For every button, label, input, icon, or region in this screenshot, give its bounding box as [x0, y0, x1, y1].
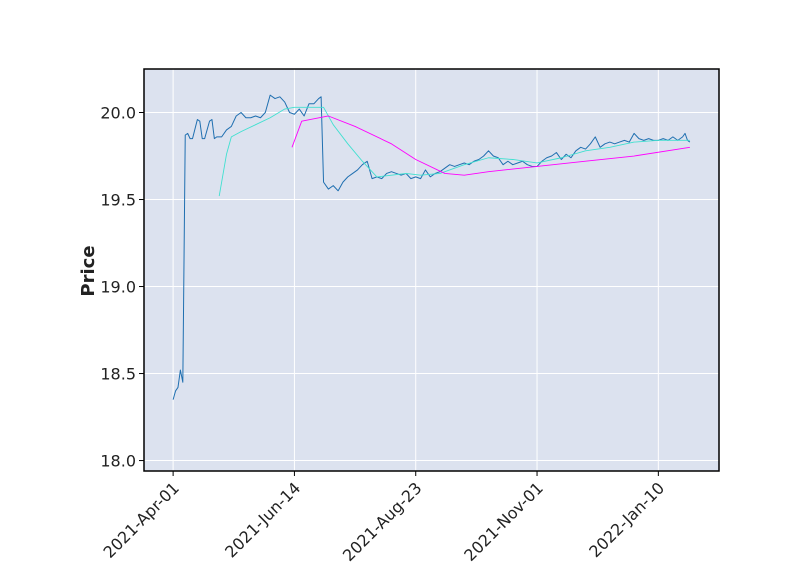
x-tick-label: 2022-Jan-10	[585, 478, 668, 561]
plot-frame	[143, 68, 720, 472]
x-tick-label: 2021-Aug-23	[339, 478, 426, 565]
y-tick-label: 20.0	[100, 104, 136, 123]
y-axis-label: Price	[78, 245, 99, 296]
y-tick-label: 19.0	[100, 278, 136, 297]
price-line	[218, 106, 690, 197]
price-line	[291, 115, 690, 176]
price-line	[172, 94, 691, 400]
x-tick-label: 2021-Apr-01	[100, 478, 183, 561]
y-tick-label: 19.5	[100, 191, 136, 210]
x-tick-label: 2021-Jun-14	[221, 478, 304, 561]
y-tick-label: 18.5	[100, 365, 136, 384]
plot-area	[144, 69, 719, 471]
y-tick-label: 18.0	[100, 452, 136, 471]
x-tick-label: 2021-Nov-01	[460, 478, 547, 565]
